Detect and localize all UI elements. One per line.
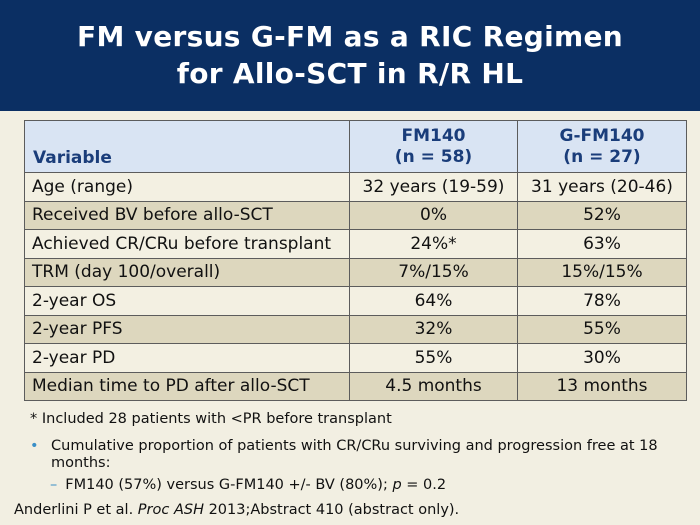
header-fm140-name: FM140 [401,125,466,146]
dash-icon: – [50,477,58,493]
table-row: Achieved CR/CRu before transplant 24%* 6… [24,229,687,259]
citation-journal: Proc ASH [137,502,204,518]
header-gfm140-n: (n = 27) [563,146,641,167]
table-row: TRM (day 100/overall) 7%/15% 15%/15% [24,257,687,287]
title-banner: FM versus G-FM as a RIC Regimen for Allo… [0,0,700,111]
row-label: 2-year PD [24,343,350,373]
row-label: TRM (day 100/overall) [24,257,350,287]
bullet-icon: • [30,438,39,454]
header-gfm140: G-FM140 (n = 27) [517,120,687,173]
header-gfm140-name: G-FM140 [559,125,645,146]
row-label: Age (range) [24,172,350,202]
cell-gfm140: 63% [517,229,687,259]
p-value-text: = 0.2 [401,477,447,493]
table-row: 2-year OS 64% 78% [24,286,687,316]
table-row: Received BV before allo-SCT 0% 52% [24,200,687,230]
p-value-label: p [392,477,402,493]
row-label: Achieved CR/CRu before transplant [24,229,350,259]
cell-fm140: 24%* [349,229,518,259]
cell-fm140: 32% [349,314,518,344]
row-label: 2-year OS [24,286,350,316]
citation-details: 2013;Abstract 410 (abstract only). [203,502,460,518]
cell-fm140: 4.5 months [349,371,518,401]
title-line-1: FM versus G-FM as a RIC Regimen [77,20,623,53]
cell-gfm140: 30% [517,343,687,373]
table-row: 2-year PFS 32% 55% [24,314,687,344]
cell-gfm140: 52% [517,200,687,230]
cell-gfm140: 78% [517,286,687,316]
title-line-2: for Allo-SCT in R/R HL [176,57,524,90]
cell-gfm140: 13 months [517,371,687,401]
header-variable: Variable [24,120,350,173]
sub-bullet-text: FM140 (57%) versus G-FM140 +/- BV (80%); [65,477,393,493]
footnote: * Included 28 patients with <PR before t… [30,411,392,427]
table-header-row: Variable FM140 (n = 58) G-FM140 (n = 27) [24,120,687,173]
table-row: Median time to PD after allo-SCT 4.5 mon… [24,371,687,401]
cell-gfm140: 15%/15% [517,257,687,287]
cell-fm140: 64% [349,286,518,316]
cell-gfm140: 55% [517,314,687,344]
row-label: 2-year PFS [24,314,350,344]
header-fm140: FM140 (n = 58) [349,120,518,173]
table-row: 2-year PD 55% 30% [24,343,687,373]
cell-fm140: 7%/15% [349,257,518,287]
cell-gfm140: 31 years (20-46) [517,172,687,202]
row-label: Median time to PD after allo-SCT [24,371,350,401]
results-table: Variable FM140 (n = 58) G-FM140 (n = 27)… [24,120,687,401]
sub-bullet-point: – FM140 (57%) versus G-FM140 +/- BV (80%)… [50,477,446,493]
bullet-text: Cumulative proportion of patients with C… [51,438,658,471]
table-row: Age (range) 32 years (19-59) 31 years (2… [24,172,687,202]
cell-fm140: 32 years (19-59) [349,172,518,202]
cell-fm140: 55% [349,343,518,373]
cell-fm140: 0% [349,200,518,230]
citation-authors: Anderlini P et al. [14,502,138,518]
citation: Anderlini P et al. Proc ASH 2013;Abstrac… [14,502,459,518]
header-fm140-n: (n = 58) [394,146,473,167]
row-label: Received BV before allo-SCT [24,200,350,230]
